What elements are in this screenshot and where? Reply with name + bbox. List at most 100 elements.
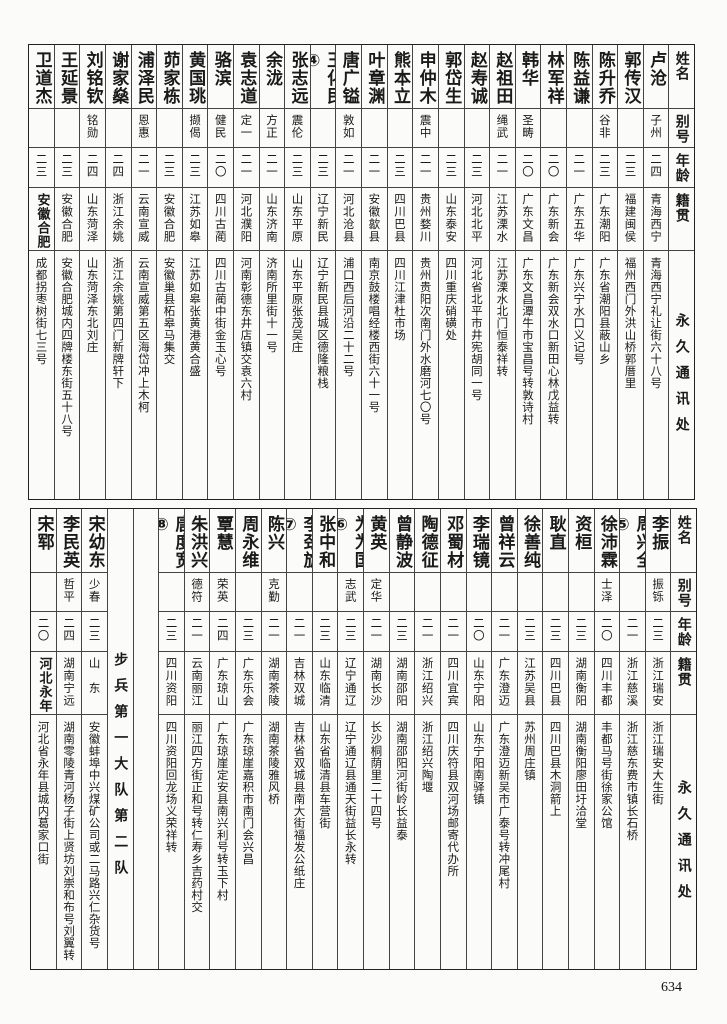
person-origin-cell: 广东新会 (541, 188, 566, 251)
person-name-cell: 黄国珧 (182, 45, 208, 109)
person-name-cell: 耿直 (543, 509, 568, 573)
person-alias-cell: 撷偈 (182, 109, 208, 148)
person-origin: 辽宁新民 (316, 193, 331, 243)
person-name: 唐广镒 (338, 51, 359, 105)
person-alias-cell: 哲平 (56, 573, 82, 612)
person-column: 林军祥 二〇 广东新会 广东新会双水口新田心林戊益转 (540, 45, 566, 499)
empty-column (132, 509, 159, 969)
person-age-cell: 二三 (517, 612, 543, 652)
person-alias: 志武 (343, 578, 358, 603)
person-column: 王化民④ 二三 辽宁新民 辽宁新民县城区德隆粮栈 (309, 45, 336, 499)
person-alias-cell (236, 573, 261, 612)
person-name: 为为国⑥ (338, 515, 364, 569)
person-age: 二三 (162, 153, 177, 178)
person-origin: 河北濮阳 (239, 193, 254, 243)
person-column: 赵祖田 绳武 二一 江苏溧水 江苏溧水北门恒泰祥转 (489, 45, 515, 499)
person-address: 贵州贵阳次南门外水磨河七〇号 (418, 257, 433, 425)
person-column: 骆滨 健民 二〇 四川古蔺 四川古蔺中街金玉心号 (207, 45, 234, 499)
person-alias-cell: 士泽 (594, 573, 620, 612)
person-name-cell: 骆滨 (208, 45, 234, 109)
person-age: 二一 (136, 153, 151, 178)
person-name-cell: 刘铭钦 (80, 45, 105, 109)
person-origin-cell: 广东潮阳 (592, 188, 618, 251)
person-origin-cell: 湖南衡阳 (568, 652, 594, 715)
person-address: 江苏如皋张黄港黄合盛 (188, 257, 203, 377)
person-address-cell: 山东平原张茂吴庄 (285, 251, 310, 499)
person-alias-cell (31, 573, 56, 612)
person-age: 二一 (418, 153, 433, 178)
person-name-cell: 韩华 (515, 45, 541, 109)
person-age-cell: 二四 (56, 612, 82, 652)
person-origin: 四川古蔺 (213, 193, 228, 243)
person-age: 二〇 (213, 153, 228, 178)
person-address: 广东兴宁水口义记号 (572, 257, 587, 365)
person-origin: 吉林双城 (292, 657, 307, 707)
person-name: 申仲木 (415, 51, 436, 105)
person-name-cell: 余泷 (259, 45, 285, 109)
person-address-cell: 安徽蚌埠中兴煤矿公司或二马路兴仁杂货号 (82, 715, 107, 969)
person-column: 周兴全⑤ 二一 浙江慈溪 浙江慈东费市镇长石桥 (619, 509, 645, 969)
person-address: 丽江四方街正和号转仁寿乡吉药村交 (190, 721, 205, 913)
person-name-cell: 张中和 (312, 509, 338, 573)
person-address: 湖南邵阳河街岭长益泰 (394, 721, 409, 841)
person-age-cell: 二三 (543, 612, 568, 652)
person-name-cell: 浦泽民 (131, 45, 157, 109)
person-name: 王化民④ (310, 51, 336, 105)
person-alias: 振铄 (651, 578, 666, 603)
roster-table-top: 姓名 别号 年龄 籍贯 永久通讯处 卢沧 子州 二四 青海西宁 青海西宁礼让街六十八号 郭传汉 二三福… (28, 44, 695, 500)
person-name: 浦泽民 (133, 51, 154, 105)
person-alias-cell (492, 573, 517, 612)
header-age: 年龄 (673, 153, 690, 183)
person-name: 茆家栋 (159, 51, 180, 105)
person-name: 袁志道 (236, 51, 257, 105)
person-column: 陶德征 二一 浙江绍兴 浙江绍兴陶堰 (414, 509, 440, 969)
person-address: 河南彰德东井店镇交袁六村 (239, 257, 254, 401)
person-column: 陈益谦 二一 广东五华 广东兴宁水口义记号 (565, 45, 592, 499)
person-column: 黄国珧 撷偈 二三 江苏如皋 江苏如皋张黄港黄合盛 (181, 45, 208, 499)
person-origin: 四川丰都 (599, 657, 614, 707)
person-alias: 哲平 (62, 578, 77, 603)
person-age-cell: 二一 (566, 148, 592, 188)
person-address: 山东菏泽东北刘庄 (85, 257, 100, 353)
person-address: 山东省临清县车营街 (318, 721, 333, 829)
person-column: 徐沛霖 士泽 二〇 四川丰都 丰都马号街徐家公馆 (593, 509, 620, 969)
person-age: 二〇 (521, 153, 536, 178)
person-origin: 湖南茶陵 (266, 657, 281, 707)
person-alias-cell: 圣畴 (515, 109, 541, 148)
person-name-cell: 谢家燊 (105, 45, 131, 109)
person-address-cell: 江苏溧水北门恒泰祥转 (490, 251, 515, 499)
person-alias: 克勤 (266, 578, 281, 603)
header-address: 永久通讯处 (673, 313, 690, 443)
person-age-cell: 二三 (157, 148, 182, 188)
person-name-cell: 王延景 (54, 45, 80, 109)
person-address: 南京鼓楼唱经楼西街六十一号 (367, 257, 382, 413)
person-name: 韩华 (518, 51, 539, 87)
person-address-cell: 云南宣威第五区海岱冲上木柯 (132, 251, 157, 499)
person-address-cell: 浙江瑞安大生街 (646, 715, 671, 969)
person-alias-cell: 定一 (234, 109, 259, 148)
person-address: 安徽合肥城内四牌楼东街五十八号 (60, 257, 75, 437)
person-column: 叶章渊 二一 安徽歙县 南京鼓楼唱经楼西街六十一号 (361, 45, 387, 499)
person-age: 二三 (392, 153, 407, 178)
person-address: 丰都马号街徐家公馆 (599, 721, 614, 829)
person-age: 二一 (264, 153, 279, 178)
person-origin-cell: 贵州婺川 (413, 188, 438, 251)
person-alias-cell: 谷非 (592, 109, 618, 148)
person-alias-cell: 恩惠 (131, 109, 157, 148)
person-age-cell: 二〇 (515, 148, 541, 188)
person-address: 四川江津杜市场 (392, 257, 407, 341)
person-column: 唐广镒 敦如 二一 河北沧县 浦口西后河沿二十二号 (335, 45, 362, 499)
person-name-cell: 徐善纯 (517, 509, 543, 573)
person-alias-cell (620, 573, 645, 612)
person-alias: 撷偈 (188, 114, 203, 139)
person-origin: 福建闽侯 (623, 193, 638, 243)
person-name: 张中和 (315, 515, 336, 569)
person-age: 二三 (241, 617, 256, 642)
person-age-cell: 二三 (285, 148, 310, 188)
person-name-cell: 周永维 (236, 509, 261, 573)
person-age-cell: 二一 (362, 148, 387, 188)
person-origin: 广东五华 (572, 193, 587, 243)
person-age: 二一 (369, 617, 384, 642)
person-name: 邓蜀材 (443, 515, 464, 569)
person-name-cell: 周兴全⑤ (620, 509, 645, 573)
